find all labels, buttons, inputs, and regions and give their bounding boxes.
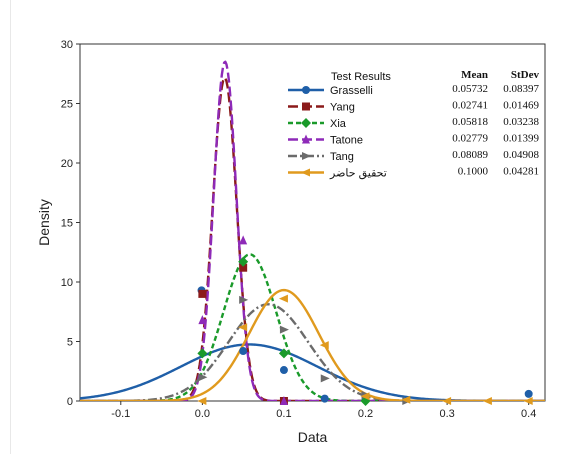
y-tick-label: 0 [67, 396, 73, 408]
legend-swatch-marker-0 [302, 86, 310, 94]
x-tick-label: 0.0 [195, 408, 210, 420]
legend-mean-2: 0.05818 [452, 116, 488, 128]
y-tick-label: 20 [61, 158, 73, 170]
legend-swatch-marker-5 [301, 168, 310, 177]
legend-stdev-2: 0.03238 [503, 116, 539, 128]
series-0-point-2 [279, 366, 288, 375]
legend-entry-2: Xia [330, 118, 347, 130]
x-tick-label: 0.4 [521, 408, 536, 420]
legend-mean-4: 0.08089 [452, 149, 488, 161]
legend-swatch-marker-4 [302, 152, 311, 160]
chart-curves [80, 60, 545, 401]
left-divider [10, 0, 11, 454]
series-curve-5 [80, 288, 545, 401]
y-tick-label: 5 [67, 337, 73, 349]
series-4-point-3 [320, 374, 330, 383]
series-1-point-0 [198, 289, 207, 298]
series-curve-4 [80, 303, 545, 401]
series-3-point-1 [239, 235, 248, 245]
x-tick-label: -0.1 [111, 408, 130, 420]
y-tick-label: 25 [61, 99, 73, 111]
legend-mean-0: 0.05732 [452, 83, 488, 95]
legend-title: Test Results [331, 71, 391, 83]
series-5-point-0 [197, 397, 207, 405]
series-5-point-4 [360, 392, 370, 401]
y-axis-label: Density [36, 199, 52, 246]
x-tick-label: 0.2 [358, 408, 373, 420]
legend-entry-3: Tatone [330, 135, 363, 147]
legend-swatch-marker-3 [302, 134, 310, 144]
x-axis-label: Data [298, 429, 328, 445]
legend-swatch-marker-1 [302, 102, 310, 111]
y-tick-label: 15 [61, 218, 73, 230]
x-tick-label: 0.1 [276, 408, 291, 420]
series-3-point-2 [279, 396, 288, 405]
series-4-point-1 [239, 295, 249, 304]
series-2-point-0 [197, 348, 208, 359]
series-1-point-1 [239, 263, 248, 272]
y-tick-label: 10 [61, 277, 73, 289]
series-0-point-1 [239, 347, 248, 356]
series-2-point-1 [238, 256, 249, 267]
legend-stdev-1: 0.01469 [503, 100, 539, 112]
series-5-point-8 [523, 397, 533, 405]
stdev-header: StDev [511, 69, 540, 81]
chart-axes: -0.1 0.0 0.1 0.2 0.3 0.4 0 5 10 15 20 25 30 [61, 39, 546, 420]
legend-entry-0: Grasselli [330, 85, 373, 97]
series-4-point-2 [279, 325, 289, 334]
legend-stdev-3: 0.01399 [503, 133, 539, 145]
legend-stdev-0: 0.08397 [503, 83, 539, 95]
legend-stdev-4: 0.04908 [503, 149, 539, 161]
series-0-point-3 [320, 394, 329, 403]
series-5-point-2 [278, 294, 288, 303]
legend-stdev-5: 0.04281 [503, 166, 539, 178]
x-tick-label: 0.3 [439, 408, 454, 420]
series-5-point-6 [442, 397, 452, 405]
series-5-point-7 [482, 397, 492, 405]
series-3-point-0 [198, 315, 207, 325]
series-5-point-3 [319, 341, 329, 350]
mean-header: Mean [461, 69, 488, 81]
series-4-point-0 [198, 373, 208, 382]
legend-entry-1: Yang [330, 102, 355, 114]
series-5-point-1 [238, 323, 248, 332]
series-0-point-5 [524, 389, 533, 398]
series-2-point-2 [278, 348, 289, 359]
legend-entry-5: تحقيق حاضر [329, 168, 387, 180]
series-5-point-5 [401, 395, 411, 404]
chart-markers [197, 235, 533, 406]
series-curve-2 [80, 253, 545, 401]
legend: Test Results Mean StDev Grasselli 0.05732… [288, 69, 540, 180]
legend-mean-5: 0.1000 [458, 166, 489, 178]
y-tick-label: 30 [61, 39, 73, 51]
legend-entry-4: Tang [330, 151, 354, 163]
legend-swatch-marker-2 [301, 118, 311, 128]
legend-mean-1: 0.02741 [452, 100, 488, 112]
legend-mean-3: 0.02779 [452, 133, 488, 145]
